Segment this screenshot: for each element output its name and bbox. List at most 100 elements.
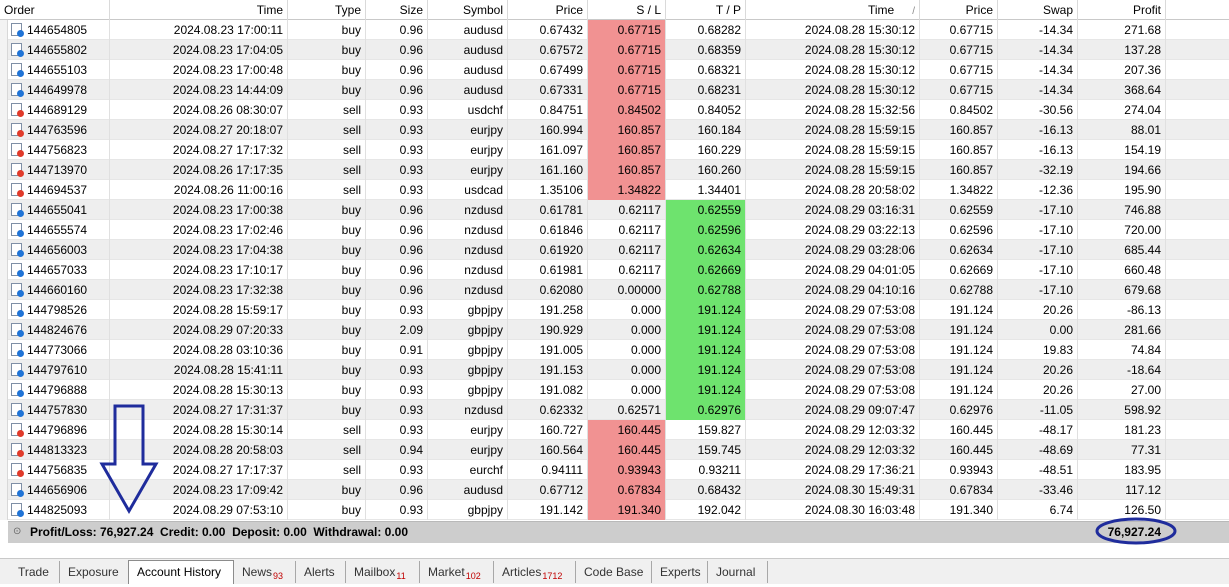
cell-close-price: 191.124: [920, 380, 998, 400]
col-sl[interactable]: S / L: [588, 0, 666, 20]
cell-close-price: 0.67715: [920, 20, 998, 40]
tab-code-base[interactable]: Code Base: [576, 561, 652, 583]
tab-trade[interactable]: Trade: [10, 561, 60, 583]
table-row[interactable]: 144694537 2024.08.26 11:00:16 sell 0.93 usdc…: [8, 180, 1229, 200]
col-size-label: Size: [399, 3, 423, 17]
cell-open-price: 0.84751: [508, 100, 588, 120]
tab-market[interactable]: Market102: [420, 561, 494, 583]
table-row[interactable]: 144763596 2024.08.27 20:18:07 sell 0.93 eurj…: [8, 120, 1229, 140]
order-number: 144796896: [27, 423, 88, 437]
order-number: 144824676: [27, 323, 88, 337]
table-row[interactable]: 144756823 2024.08.27 17:17:32 sell 0.93 eurj…: [8, 140, 1229, 160]
table-row[interactable]: 144656003 2024.08.23 17:04:38 buy 0.96 nzdus…: [8, 240, 1229, 260]
cell-tp: 0.62669: [666, 260, 746, 280]
cell-open-price: 0.67331: [508, 80, 588, 100]
sell-order-icon: [11, 143, 24, 157]
table-row[interactable]: 144813323 2024.08.28 20:58:03 sell 0.94 eurj…: [8, 440, 1229, 460]
cell-close-time: 2024.08.29 07:53:08: [746, 320, 920, 340]
cell-close-price: 191.124: [920, 300, 998, 320]
col-symbol[interactable]: Symbol: [428, 0, 508, 20]
cell-order: 144655103: [8, 60, 110, 80]
col-open-time[interactable]: Time: [110, 0, 288, 20]
table-row[interactable]: 144796896 2024.08.28 15:30:14 sell 0.93 eurj…: [8, 420, 1229, 440]
col-type[interactable]: Type: [288, 0, 366, 20]
table-row[interactable]: 144713970 2024.08.26 17:17:35 sell 0.93 eurj…: [8, 160, 1229, 180]
col-order[interactable]: Order: [0, 0, 110, 20]
cell-close-time: 2024.08.29 03:22:13: [746, 220, 920, 240]
cell-profit: 274.04: [1078, 100, 1166, 120]
cell-order: 144797610: [8, 360, 110, 380]
tab-articles[interactable]: Articles1712: [494, 561, 576, 583]
cell-type: buy: [288, 220, 366, 240]
tab-mailbox[interactable]: Mailbox11: [346, 561, 420, 583]
table-row[interactable]: 144797610 2024.08.28 15:41:11 buy 0.93 gbpjp…: [8, 360, 1229, 380]
cell-swap: -17.10: [998, 220, 1078, 240]
table-row[interactable]: 144657033 2024.08.23 17:10:17 buy 0.96 nzdus…: [8, 260, 1229, 280]
cell-symbol: audusd: [428, 480, 508, 500]
table-row[interactable]: 144757830 2024.08.27 17:31:37 buy 0.93 nzdus…: [8, 400, 1229, 420]
table-row[interactable]: 144773066 2024.08.28 03:10:36 buy 0.91 gbpjp…: [8, 340, 1229, 360]
cell-size: 0.93: [366, 380, 428, 400]
table-row[interactable]: 144655103 2024.08.23 17:00:48 buy 0.96 audus…: [8, 60, 1229, 80]
table-row[interactable]: 144756835 2024.08.27 17:17:37 sell 0.93 eurc…: [8, 460, 1229, 480]
cell-order: 144655041: [8, 200, 110, 220]
cell-tp: 0.68359: [666, 40, 746, 60]
col-profit[interactable]: Profit: [1078, 0, 1166, 20]
tab-alerts[interactable]: Alerts: [296, 561, 346, 583]
table-row[interactable]: 144660160 2024.08.23 17:32:38 buy 0.96 nzdus…: [8, 280, 1229, 300]
table-row[interactable]: 144649978 2024.08.23 14:44:09 buy 0.96 audus…: [8, 80, 1229, 100]
cell-open-price: 1.35106: [508, 180, 588, 200]
cell-close-price: 0.62596: [920, 220, 998, 240]
table-row[interactable]: 144655041 2024.08.23 17:00:38 buy 0.96 nzdus…: [8, 200, 1229, 220]
buy-order-icon: [11, 343, 24, 357]
col-open-price[interactable]: Price: [508, 0, 588, 20]
cell-close-price: 0.62669: [920, 260, 998, 280]
cell-tp: 0.68282: [666, 20, 746, 40]
tab-experts[interactable]: Experts: [652, 561, 708, 583]
col-tp[interactable]: T / P: [666, 0, 746, 20]
cell-swap: -32.19: [998, 160, 1078, 180]
table-row[interactable]: 144654805 2024.08.23 17:00:11 buy 0.96 audus…: [8, 20, 1229, 40]
cell-profit: 117.12: [1078, 480, 1166, 500]
cell-close-time: 2024.08.29 04:10:16: [746, 280, 920, 300]
sell-order-icon: [11, 463, 24, 477]
cell-swap: 20.26: [998, 300, 1078, 320]
cell-type: buy: [288, 500, 366, 520]
cell-size: 2.09: [366, 320, 428, 340]
col-close-price[interactable]: Price: [920, 0, 998, 20]
col-order-label: Order: [4, 3, 35, 17]
col-swap[interactable]: Swap: [998, 0, 1078, 20]
table-row[interactable]: 144796888 2024.08.28 15:30:13 buy 0.93 gbpjp…: [8, 380, 1229, 400]
cell-symbol: eurjpy: [428, 140, 508, 160]
col-size[interactable]: Size: [366, 0, 428, 20]
buy-order-icon: [11, 83, 24, 97]
table-row[interactable]: 144655802 2024.08.23 17:04:05 buy 0.96 audus…: [8, 40, 1229, 60]
table-row[interactable]: 144656906 2024.08.23 17:09:42 buy 0.96 audus…: [8, 480, 1229, 500]
table-row[interactable]: 144798526 2024.08.28 15:59:17 buy 0.93 gbpjp…: [8, 300, 1229, 320]
col-close-time[interactable]: Time /: [746, 0, 920, 20]
cell-swap: -14.34: [998, 40, 1078, 60]
cell-profit: 660.48: [1078, 260, 1166, 280]
cell-sl: 0.000: [588, 300, 666, 320]
cell-tp: 159.745: [666, 440, 746, 460]
cell-sl: 0.84502: [588, 100, 666, 120]
cell-open-time: 2024.08.26 17:17:35: [110, 160, 288, 180]
cell-open-time: 2024.08.28 15:59:17: [110, 300, 288, 320]
cell-size: 0.96: [366, 480, 428, 500]
order-number: 144655574: [27, 223, 88, 237]
buy-order-icon: [11, 363, 24, 377]
tab-news[interactable]: News93: [234, 561, 296, 583]
tab-journal[interactable]: Journal: [708, 561, 768, 583]
table-row[interactable]: 144655574 2024.08.23 17:02:46 buy 0.96 nzdus…: [8, 220, 1229, 240]
table-row[interactable]: 144689129 2024.08.26 08:30:07 sell 0.93 usdc…: [8, 100, 1229, 120]
table-row[interactable]: 144825093 2024.08.29 07:53:10 buy 0.93 gbpjp…: [8, 500, 1229, 520]
tab-account-history[interactable]: Account History: [128, 560, 234, 584]
cell-close-price: 160.857: [920, 160, 998, 180]
summary-toggle-icon[interactable]: ⊙: [13, 526, 22, 537]
order-number: 144656003: [27, 243, 88, 257]
cell-swap: -30.56: [998, 100, 1078, 120]
table-row[interactable]: 144824676 2024.08.29 07:20:33 buy 2.09 gbpjp…: [8, 320, 1229, 340]
tab-exposure[interactable]: Exposure: [60, 561, 130, 583]
cell-profit: 183.95: [1078, 460, 1166, 480]
cell-close-time: 2024.08.29 12:03:32: [746, 420, 920, 440]
